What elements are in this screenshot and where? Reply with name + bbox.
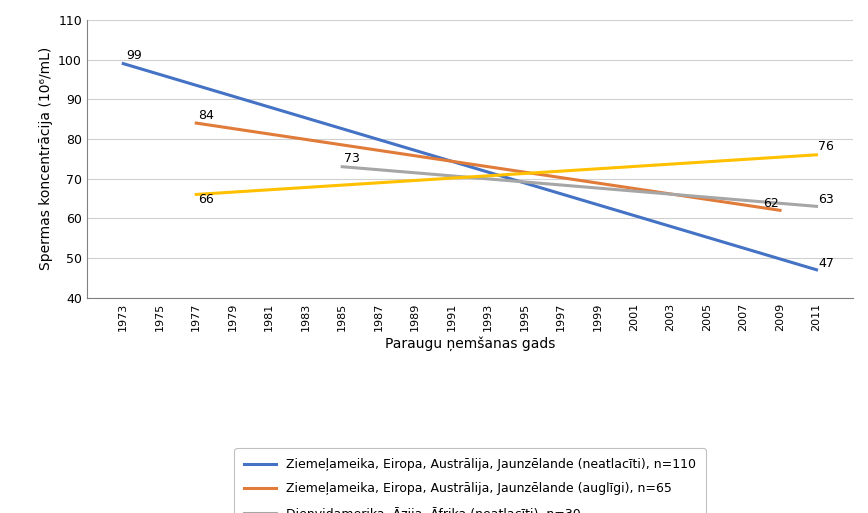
Text: 47: 47 <box>818 257 834 270</box>
Text: 66: 66 <box>198 192 214 206</box>
Text: 76: 76 <box>818 141 834 153</box>
Text: 84: 84 <box>198 109 214 122</box>
Y-axis label: Spermas koncentrācija (10⁶/mL): Spermas koncentrācija (10⁶/mL) <box>38 47 52 270</box>
X-axis label: Paraugu ņemšanas gads: Paraugu ņemšanas gads <box>385 337 556 351</box>
Legend: Ziemeļameika, Eiropa, Austrālija, Jaunzēlande (neatlасīti), n=110, Ziemeļameika,: Ziemeļameika, Eiropa, Austrālija, Jaunzē… <box>234 448 706 513</box>
Text: 73: 73 <box>344 152 359 165</box>
Text: 99: 99 <box>126 49 141 62</box>
Text: 63: 63 <box>818 193 833 206</box>
Text: 62: 62 <box>763 198 779 210</box>
